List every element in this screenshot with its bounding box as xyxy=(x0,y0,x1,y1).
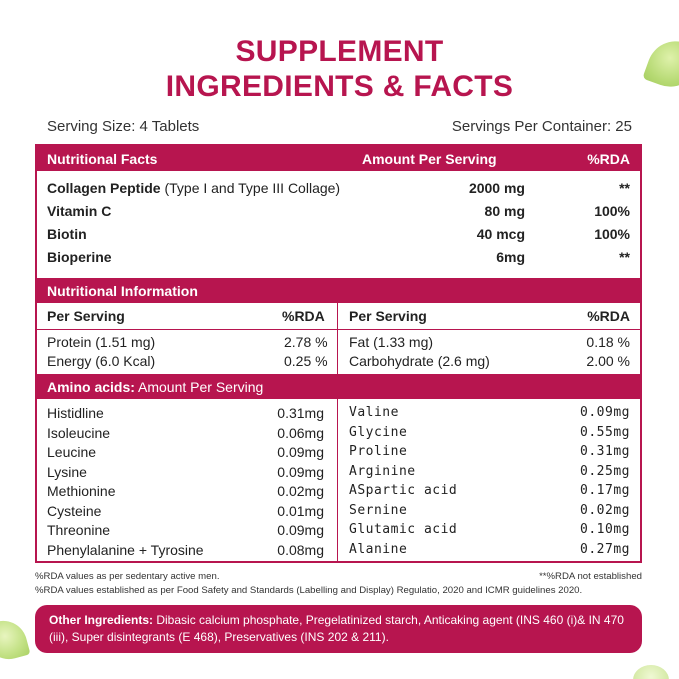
note-rda-basis: %RDA values as per sedentary active men. xyxy=(35,571,220,582)
amino-left-value: 0.02mg xyxy=(277,483,324,499)
amino-right-name: Valine xyxy=(349,405,399,420)
amino-right-value: 0.31mg xyxy=(580,444,630,459)
other-ingredients-text: Dibasic calcium phosphate, Pregelatinize… xyxy=(49,613,624,644)
nutrition-left-rda-header: %RDA xyxy=(282,308,325,324)
divider xyxy=(37,329,640,330)
column-divider xyxy=(337,399,338,563)
column-divider xyxy=(337,303,338,374)
amino-left-value: 0.09mg xyxy=(277,463,324,480)
amino-left-value: 0.09mg xyxy=(277,522,324,538)
title-line-1: SUPPLEMENT xyxy=(235,35,444,68)
amino-header: Amino acids: Amount Per Serving xyxy=(37,374,640,399)
amino-right-name: Arginine xyxy=(349,463,416,479)
amino-right-name: Glutamic acid xyxy=(349,522,458,537)
facts-header-amount: Amount Per Serving xyxy=(362,150,497,167)
facts-row-amount: 40 mcg xyxy=(476,226,525,242)
facts-row-rda: ** xyxy=(619,249,630,265)
facts-row-name: Bioperine xyxy=(47,249,112,265)
facts-row-detail: (Type I and Type III Collage) xyxy=(160,180,341,196)
nutrition-left-rda: 2.78 % xyxy=(284,334,328,350)
nutrition-left-serving-header: Per Serving xyxy=(47,308,125,324)
other-ingredients-label: Other Ingredients: xyxy=(49,613,154,627)
amino-left-name: Isoleucine xyxy=(47,424,111,441)
facts-row-name: Biotin xyxy=(47,226,87,242)
leaf-decoration-bottom-right xyxy=(633,665,669,679)
facts-table: Nutritional Facts Amount Per Serving %RD… xyxy=(35,144,642,563)
amino-left-name: Leucine xyxy=(47,444,97,460)
amino-left-name: Cysteine xyxy=(47,502,102,519)
nutrition-right-name: Fat (1.33 mg) xyxy=(349,334,434,350)
facts-row-rda: ** xyxy=(619,180,630,196)
nutrition-right-serving-header: Per Serving xyxy=(349,308,427,324)
amino-header-bold: Amino acids: xyxy=(47,378,135,395)
nutrition-left-rda: 0.25 % xyxy=(284,353,328,369)
amino-right-name: Alanine xyxy=(349,541,408,557)
title-line-2: INGREDIENTS & FACTS xyxy=(165,70,514,103)
amino-right-value: 0.27mg xyxy=(580,541,630,557)
nutrition-left-name: Energy (6.0 Kcal) xyxy=(47,353,156,369)
amino-right-value: 0.55mg xyxy=(580,424,630,440)
amino-right-name: Proline xyxy=(349,444,408,459)
page-title: SUPPLEMENT INGREDIENTS & FACTS xyxy=(0,34,679,104)
amino-left-name: Methionine xyxy=(47,483,116,499)
amino-right-value: 0.25mg xyxy=(580,463,630,479)
amino-left-name: Histidline xyxy=(47,405,104,421)
nutrition-right-rda-header: %RDA xyxy=(587,308,630,324)
facts-header: Nutritional Facts Amount Per Serving %RD… xyxy=(37,146,640,171)
amino-left-name: Lysine xyxy=(47,463,87,480)
nutrition-right-rda: 2.00 % xyxy=(586,353,630,369)
facts-row-name: Vitamin C xyxy=(47,203,112,219)
amino-left-value: 0.31mg xyxy=(277,405,324,421)
nutrition-right-name: Carbohydrate (2.6 mg) xyxy=(349,353,490,369)
amino-right-name: ASpartic acid xyxy=(349,483,458,498)
amino-left-value: 0.01mg xyxy=(277,502,324,519)
amino-right-name: Glycine xyxy=(349,424,408,440)
amino-left-value: 0.08mg xyxy=(277,541,324,558)
facts-row-rda: 100% xyxy=(594,226,630,242)
amino-right-name: Sernine xyxy=(349,502,408,518)
nutrition-right-rda: 0.18 % xyxy=(586,334,630,350)
amino-left-value: 0.06mg xyxy=(277,424,324,441)
amino-right-value: 0.17mg xyxy=(580,483,630,498)
amino-left-name: Threonine xyxy=(47,522,111,538)
facts-header-rda: %RDA xyxy=(587,150,630,167)
facts-row-rda: 100% xyxy=(594,203,630,219)
nutrition-header-title: Nutritional Information xyxy=(47,282,198,299)
serving-size: Serving Size: 4 Tablets xyxy=(47,118,200,135)
facts-row-amount: 80 mg xyxy=(484,203,525,219)
leaf-decoration-bottom-left xyxy=(0,615,31,665)
amino-left-value: 0.09mg xyxy=(277,444,324,460)
amino-right-value: 0.09mg xyxy=(580,405,630,420)
nutrition-left-name: Protein (1.51 mg) xyxy=(47,334,156,350)
amino-left-name: Phenylalanine + Tyrosine xyxy=(47,541,204,558)
amino-header-rest: Amount Per Serving xyxy=(134,378,264,395)
facts-row-name: Collagen Peptide xyxy=(47,180,161,196)
other-ingredients-box: Other Ingredients: Dibasic calcium phosp… xyxy=(35,605,642,653)
amino-right-value: 0.02mg xyxy=(580,502,630,518)
amino-right-value: 0.10mg xyxy=(580,522,630,537)
facts-row-amount: 2000 mg xyxy=(468,180,525,196)
note-regulation: %RDA values established as per Food Safe… xyxy=(35,585,583,596)
servings-per-container: Servings Per Container: 25 xyxy=(451,118,632,135)
facts-header-name: Nutritional Facts xyxy=(47,150,158,167)
facts-row-amount: 6mg xyxy=(496,249,525,265)
note-not-established: **%RDA not established xyxy=(539,571,642,582)
amino-header-text: Amino acids: Amount Per Serving xyxy=(47,379,263,395)
nutrition-header: Nutritional Information xyxy=(37,278,640,303)
facts-row-label: Collagen Peptide (Type I and Type III Co… xyxy=(47,180,340,196)
